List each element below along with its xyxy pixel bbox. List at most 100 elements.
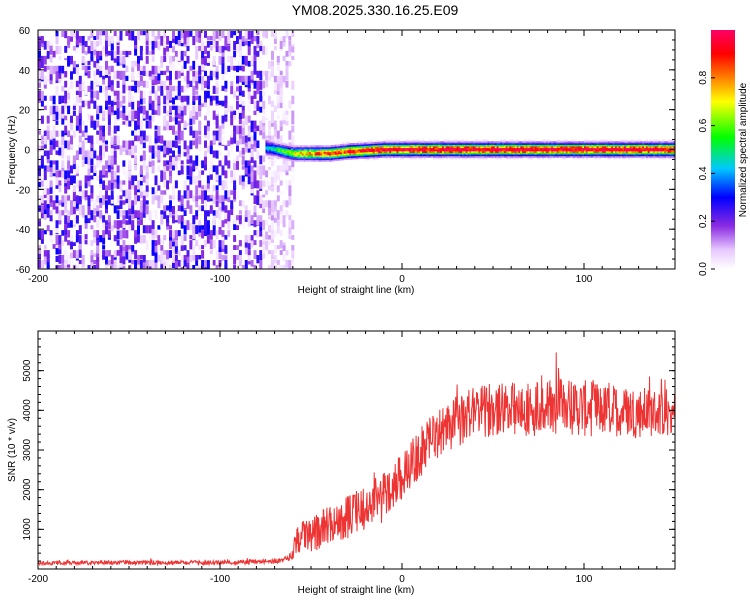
heatmap-cell [582,152,585,155]
heatmap-cell [620,149,623,152]
heatmap-cell [427,147,430,150]
heatmap-cell [172,185,175,195]
heatmap-cell [591,146,594,149]
heatmap-cell [276,120,280,126]
heatmap-cell [250,55,254,66]
heatmap-cell [58,130,62,137]
heatmap-cell [137,265,140,269]
heatmap-cell [75,36,79,45]
heatmap-cell [81,235,85,243]
heatmap-cell [400,154,403,157]
heatmap-cell [96,175,100,181]
heatmap-cell [482,146,485,149]
heatmap-cell [616,152,619,155]
heatmap-cell [64,260,68,265]
heatmap-cell [627,155,630,158]
heatmap-cell [529,154,532,157]
heatmap-cell [665,141,669,144]
heatmap-cell [591,141,594,144]
heatmap-cell [389,154,392,157]
heatmap-cell [142,70,146,76]
heatmap-cell [414,152,417,155]
heatmap-cell [655,155,658,158]
heatmap-cell [142,200,146,208]
heatmap-cell [253,230,257,236]
heatmap-cell [422,155,425,158]
heatmap-cell [427,142,430,145]
heatmap-cell [451,155,454,158]
heatmap-cell [405,144,408,147]
heatmap-cell [276,170,280,181]
heatmap-cell [467,152,470,155]
heatmap-cell [614,154,618,157]
heatmap-cell [511,142,514,145]
heatmap-cell [311,153,314,156]
heatmap-cell [122,160,126,167]
heatmap-cell [280,142,283,145]
heatmap-cell [172,140,175,148]
heatmap-cell [125,120,129,127]
heatmap-cell [64,90,68,99]
heatmap-cell [520,154,523,157]
heatmap-cell [383,146,386,149]
heatmap-cell [163,80,167,91]
heatmap-cell [93,40,97,50]
heatmap-cell [303,148,306,151]
heatmap-cell [374,157,377,160]
heatmap-cell [279,70,283,76]
heatmap-cell [380,154,383,157]
heatmap-cell [148,145,152,153]
heatmap-cell [271,70,274,78]
heatmap-cell [312,156,315,159]
heatmap-cell [453,152,456,155]
heatmap-cell [166,160,170,165]
heatmap-cell [87,45,91,54]
heatmap-cell [309,146,312,149]
heatmap-cell [186,155,190,164]
heatmap-cell [206,220,210,230]
heatmap-cell [432,142,436,145]
heatmap-cell [192,95,196,102]
heatmap-cell [183,36,187,45]
heatmap-cell [556,139,559,142]
heatmap-cell [125,160,129,169]
heatmap-cell [233,125,237,132]
heatmap-cell [279,230,283,236]
heatmap-cell [314,146,317,149]
heatmap-cell [367,147,370,149]
heatmap-cell [81,100,85,108]
heatmap-cell [292,158,295,161]
heatmap-cell [494,142,497,145]
heatmap-cell [305,154,308,157]
heatmap-cell [398,142,401,145]
heatmap-cell [298,151,301,154]
heatmap-cell [443,146,447,149]
heatmap-cell [64,50,68,59]
heatmap-cell [363,156,366,159]
heatmap-cell [137,205,140,211]
heatmap-cell [201,40,205,51]
heatmap-cell [70,235,73,242]
heatmap-cell [529,144,532,147]
heatmap-cell [81,245,85,254]
heatmap-cell [411,142,414,145]
heatmap-cell [438,157,441,160]
heatmap-cell [107,65,111,75]
heatmap-cell [276,141,279,144]
heatmap-cell [476,139,479,142]
heatmap-cell [253,145,257,152]
heatmap-cell [331,156,334,159]
heatmap-cell [673,149,675,152]
heatmap-cell [414,139,417,142]
heatmap-cell [567,141,570,144]
heatmap-cell [505,146,508,149]
heatmap-cell [283,143,286,146]
heatmap-cell [564,144,567,147]
heatmap-cell [598,157,601,160]
heatmap-cell [247,210,251,217]
heatmap-cell [58,75,62,84]
heatmap-cell [436,146,439,149]
heatmap-cell [655,149,658,152]
heatmap-cell [142,175,146,183]
heatmap-cell [49,65,53,75]
